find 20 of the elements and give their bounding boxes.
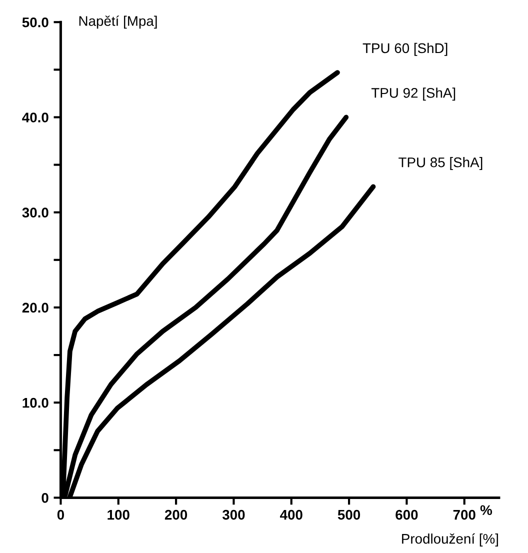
x-tick-label: 300 bbox=[222, 510, 245, 520]
text: TPU 85 [ShA] bbox=[398, 157, 482, 170]
text: TPU 92 [ShA] bbox=[371, 88, 456, 101]
y-tick-label: 0 bbox=[42, 493, 48, 503]
y-tick-label: 20.0 bbox=[22, 302, 48, 313]
x-tick-label: 100 bbox=[108, 510, 130, 520]
x-tick-label: 600 bbox=[396, 510, 418, 520]
y-axis-title: Napětí [Mpa] bbox=[79, 16, 157, 29]
x-tick-label: 400 bbox=[280, 510, 302, 520]
y-tick-label: 50.0 bbox=[22, 17, 48, 28]
x-tick-label: 500 bbox=[338, 510, 360, 520]
text: TPU 60 [ShD] bbox=[362, 42, 448, 56]
y-tick-label: 10.0 bbox=[22, 398, 48, 408]
x-axis-title: Prodloužení [%] bbox=[402, 533, 498, 546]
x-tick-label: 0 bbox=[57, 510, 64, 520]
x-tick-label: 200 bbox=[164, 510, 188, 520]
text: % bbox=[480, 505, 492, 516]
x-tick-label: 700 bbox=[453, 510, 476, 520]
y-tick-label: 40.0 bbox=[22, 112, 48, 122]
y-tick-label: 30.0 bbox=[22, 208, 48, 218]
